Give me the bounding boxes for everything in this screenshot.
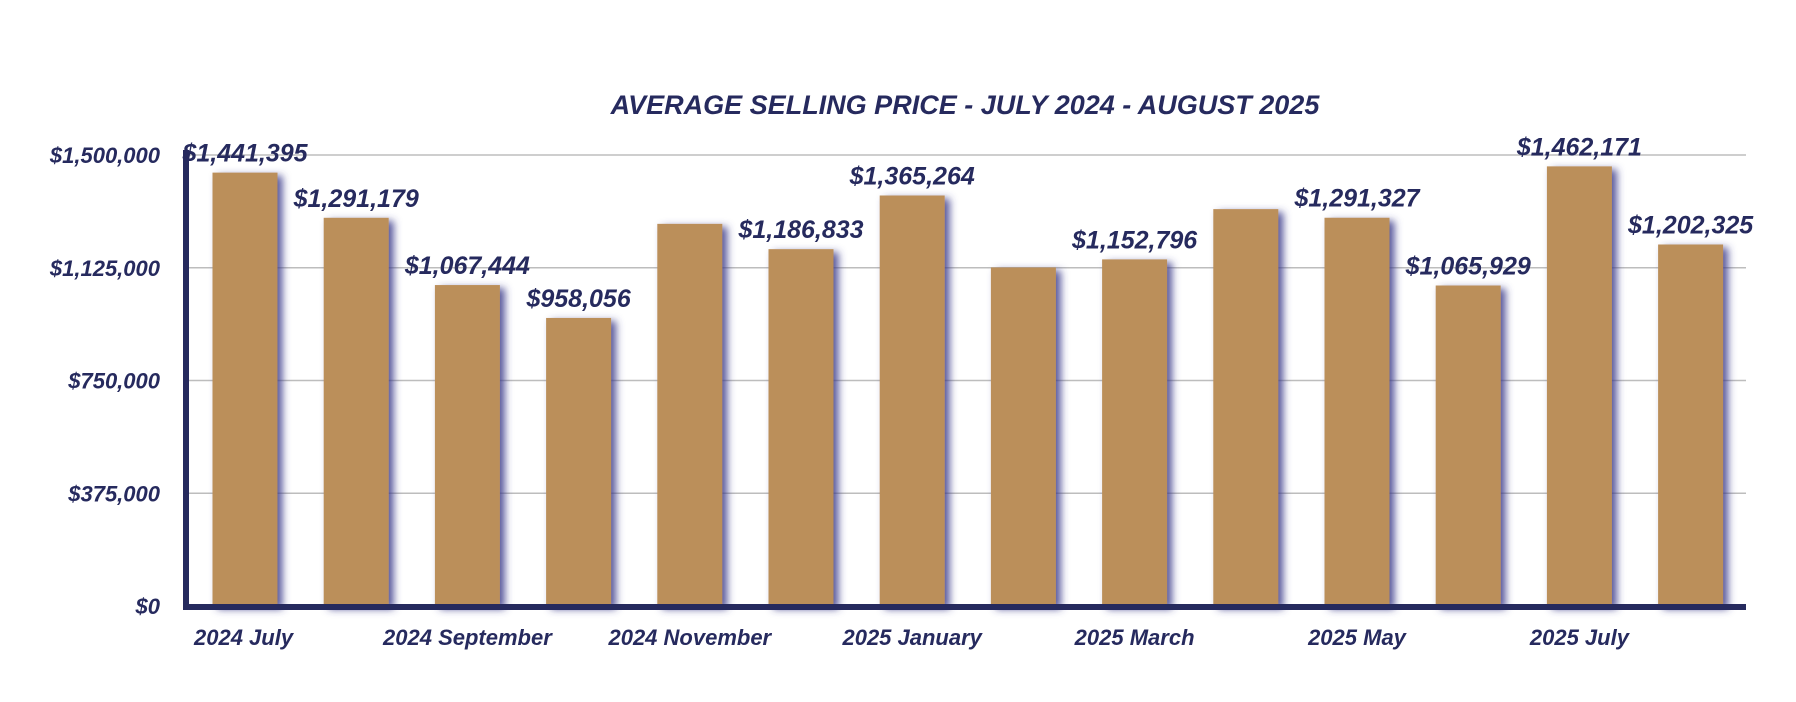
x-tick-label: 2024 July: [193, 625, 295, 650]
bars: [212, 166, 1724, 607]
y-tick-label: $0: [135, 594, 161, 619]
x-tick-label: 2025 July: [1529, 625, 1631, 650]
bar: [546, 317, 612, 606]
gridlines: [186, 154, 1746, 494]
bar: [1324, 217, 1390, 606]
bar: [768, 249, 834, 606]
data-label: $1,291,179: [293, 185, 419, 213]
bar: [1213, 209, 1279, 606]
bar: [323, 217, 389, 606]
bar: [1546, 166, 1612, 607]
x-axis-tick-labels: 2024 July 2024 September 2024 November 2025…: [193, 625, 1631, 650]
bar: [1102, 259, 1168, 606]
bar: [212, 172, 278, 606]
bar: [879, 195, 945, 606]
data-label: $1,202,325: [1627, 212, 1754, 240]
bar: [657, 223, 723, 606]
x-tick-label: 2025 January: [841, 625, 983, 650]
bar-data-labels: $1,441,395 $1,291,179 $1,067,444 $958,056 $1…: [181, 133, 1754, 313]
y-tick-label: $1,125,000: [49, 256, 161, 281]
axes: [183, 150, 1746, 610]
x-tick-label: 2024 November: [607, 625, 772, 650]
data-label: $1,152,796: [1071, 226, 1198, 254]
y-tick-label: $375,000: [67, 481, 161, 506]
bar: [1435, 285, 1501, 606]
data-label: $1,291,327: [1293, 185, 1420, 213]
bar: [434, 285, 500, 606]
chart-title: AVERAGE SELLING PRICE - JULY 2024 - AUGU…: [610, 90, 1321, 120]
data-label: $1,462,171: [1516, 133, 1642, 161]
data-label: $1,365,264: [849, 163, 975, 191]
x-tick-label: 2025 May: [1307, 625, 1408, 650]
data-label: $1,065,929: [1405, 253, 1531, 281]
data-label: $1,441,395: [181, 140, 308, 168]
bar: [990, 267, 1056, 606]
bar: [1658, 244, 1724, 606]
data-label: $1,067,444: [404, 252, 530, 280]
y-tick-label: $1,500,000: [49, 143, 161, 168]
y-tick-label: $750,000: [67, 369, 161, 394]
y-axis-tick-labels: $0 $375,000 $750,000 $1,125,000 $1,500,000: [49, 143, 161, 619]
x-tick-label: 2024 September: [382, 625, 553, 650]
data-label: $958,056: [525, 285, 631, 313]
x-tick-label: 2025 March: [1074, 625, 1195, 650]
data-label: $1,186,833: [737, 216, 863, 244]
